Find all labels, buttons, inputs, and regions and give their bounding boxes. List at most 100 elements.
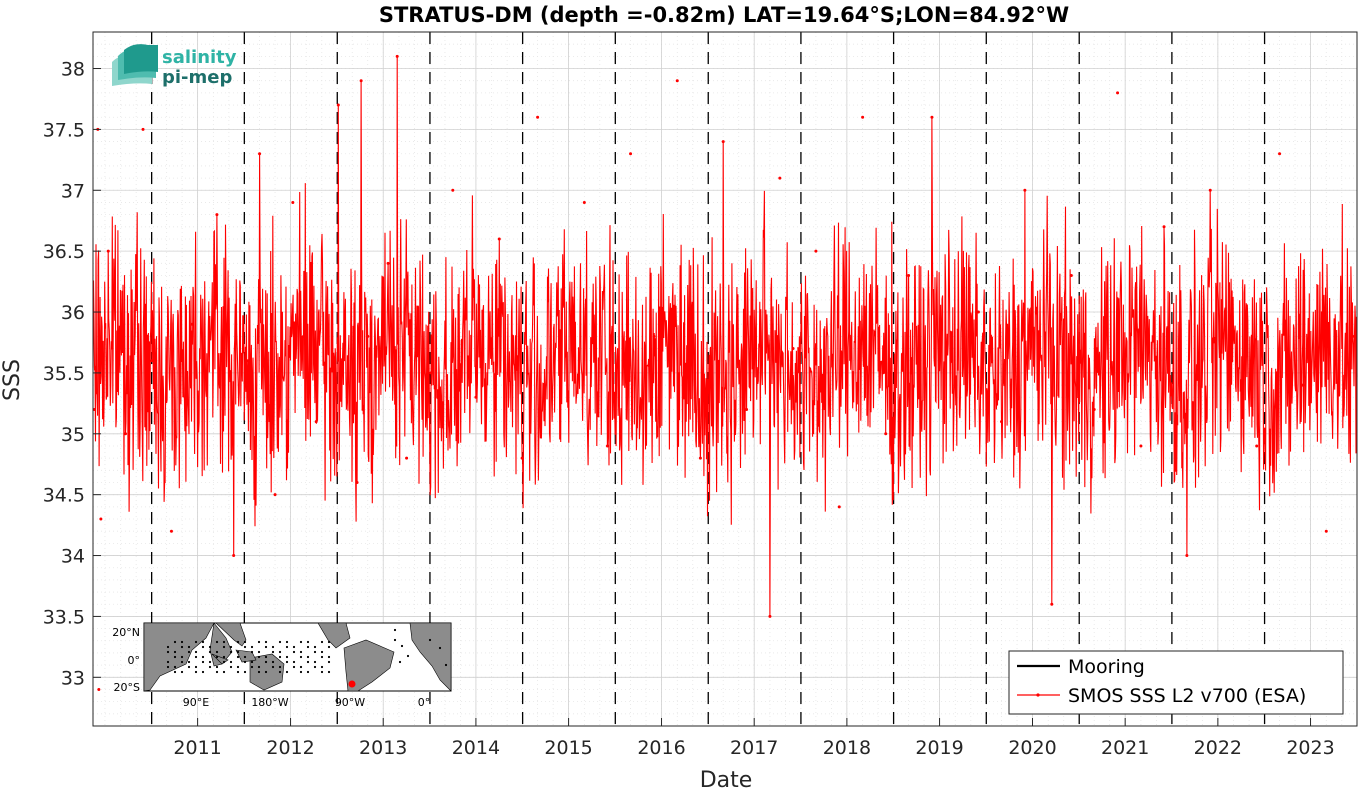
map-lon-label-90w: 90°W: [335, 696, 365, 709]
mooring-dot: [230, 661, 232, 663]
mooring-dot: [286, 641, 288, 643]
smos-sss-point: [536, 116, 539, 119]
mooring-dot: [244, 641, 246, 643]
mooring-dot: [265, 656, 267, 658]
mooring-dot: [314, 661, 316, 663]
mooring-dot: [258, 641, 260, 643]
smos-sss-point: [1050, 603, 1053, 606]
smos-sss-point: [778, 177, 781, 180]
smos-sss-point: [676, 79, 679, 82]
mooring-dot: [216, 671, 218, 673]
mooring-dot: [307, 656, 309, 658]
x-tick-label: 2018: [823, 737, 871, 759]
mooring-dot: [209, 646, 211, 648]
smos-sss-point: [360, 79, 363, 82]
mooring-dot: [223, 661, 225, 663]
y-tick-label: 33: [61, 667, 85, 689]
mooring-dot: [237, 641, 239, 643]
smos-sss-point: [1301, 384, 1304, 387]
mooring-dot: [188, 646, 190, 648]
y-tick-label: 35.5: [43, 363, 85, 385]
smos-sss-point: [768, 615, 771, 618]
mooring-dot: [195, 671, 197, 673]
smos-sss-point: [396, 55, 399, 58]
x-axis-label: Date: [700, 768, 753, 790]
mooring-dot: [230, 666, 232, 668]
mooring-dot: [181, 641, 183, 643]
smos-sss-point: [451, 189, 454, 192]
mooring-dot: [300, 651, 302, 653]
smos-sss-point: [1351, 335, 1354, 338]
mooring-dot: [188, 651, 190, 653]
smos-sss-point: [907, 274, 910, 277]
mooring-dot: [307, 661, 309, 663]
smos-sss-point: [232, 554, 235, 557]
legend-label-mooring: Mooring: [1068, 656, 1145, 678]
mooring-dot: [300, 641, 302, 643]
smos-sss-point: [246, 359, 249, 362]
smos-sss-point: [521, 457, 524, 460]
smos-sss-point: [274, 493, 277, 496]
smos-sss-point: [142, 128, 145, 131]
mooring-dot: [167, 666, 169, 668]
mooring-dot: [328, 656, 330, 658]
mooring-dot: [300, 666, 302, 668]
smos-sss-point: [1209, 189, 1212, 192]
smos-sss-point: [814, 250, 817, 253]
mooring-dot: [209, 661, 211, 663]
mooring-dot: [216, 666, 218, 668]
legend-label-smos: SMOS SSS L2 v700 (ESA): [1068, 685, 1306, 707]
smos-sss-point: [954, 384, 957, 387]
legend-marker-smos: [1036, 693, 1039, 696]
mooring-dot: [230, 651, 232, 653]
mooring-dot: [230, 646, 232, 648]
mooring-dot: [300, 671, 302, 673]
mooring-dot: [202, 661, 204, 663]
mooring-dot: [251, 661, 253, 663]
x-tick-label: 2014: [452, 737, 500, 759]
mooring-dot: [279, 651, 281, 653]
mooring-dot: [244, 646, 246, 648]
smos-sss-point: [170, 530, 173, 533]
x-tick-label: 2022: [1194, 737, 1242, 759]
mooring-dot: [328, 661, 330, 663]
logo-line-2: pi-mep: [162, 67, 232, 88]
y-tick-label: 34.5: [43, 485, 85, 507]
logo-line-1: salinity: [162, 47, 237, 68]
mooring-dot: [195, 666, 197, 668]
mooring-dot: [321, 641, 323, 643]
smos-sss-point: [722, 140, 725, 143]
mooring-dot: [286, 661, 288, 663]
mooring-dot: [321, 651, 323, 653]
mooring-dot: [237, 651, 239, 653]
smos-sss-point: [97, 688, 100, 691]
smos-sss-point: [356, 481, 359, 484]
mooring-dot: [202, 641, 204, 643]
smos-sss-point: [1139, 444, 1142, 447]
mooring-dot: [258, 671, 260, 673]
mooring-dot: [279, 641, 281, 643]
smos-sss-point: [387, 262, 390, 265]
mooring-dot: [167, 646, 169, 648]
mooring-dot: [195, 641, 197, 643]
y-tick-label: 37: [61, 180, 85, 202]
smos-sss-point: [977, 311, 980, 314]
y-tick-label: 34: [61, 546, 85, 568]
smos-sss-point: [498, 237, 501, 240]
mooring-dot: [429, 639, 431, 641]
smos-sss-point: [606, 444, 609, 447]
smos-sss-point: [1232, 335, 1235, 338]
map-lat-label-eq: 0°: [128, 654, 141, 667]
mooring-dot: [328, 641, 330, 643]
smos-sss-point: [838, 505, 841, 508]
smos-sss-point: [191, 323, 194, 326]
mooring-dot: [279, 671, 281, 673]
mooring-dot: [321, 656, 323, 658]
map-lat-label-20s: 20°S: [114, 681, 140, 694]
smos-sss-point: [1093, 408, 1096, 411]
mooring-dot: [399, 661, 401, 663]
mooring-dot: [272, 651, 274, 653]
smos-sss-point: [215, 213, 218, 216]
mooring-dot: [258, 666, 260, 668]
mooring-dot: [293, 651, 295, 653]
